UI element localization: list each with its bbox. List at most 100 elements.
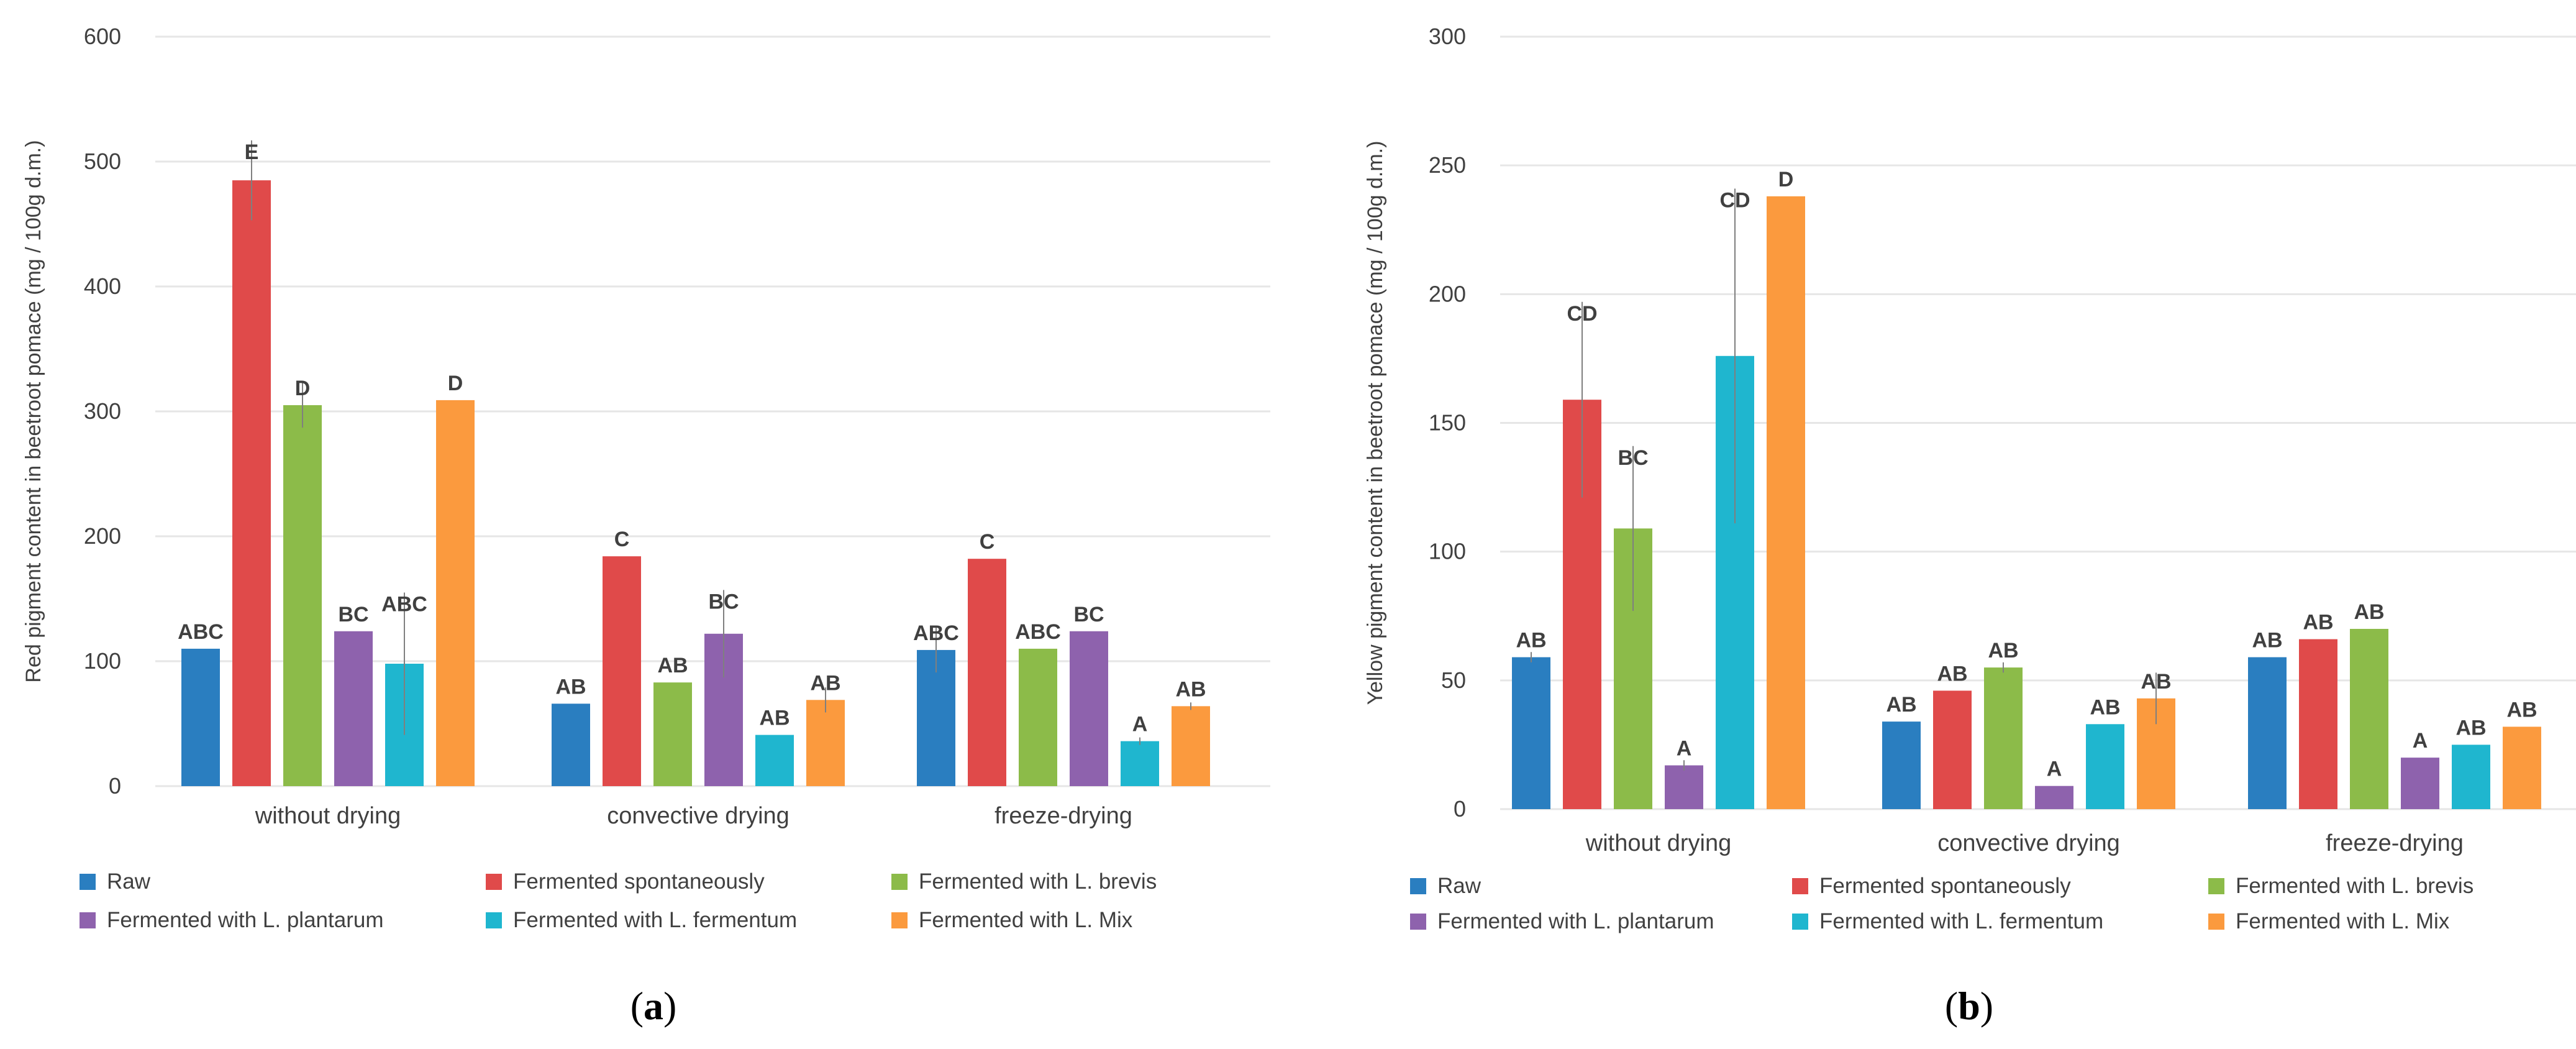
significance-letter: E [245, 140, 259, 164]
significance-letter: AB [555, 675, 586, 699]
legend-swatch [2208, 878, 2224, 894]
bar [2248, 657, 2287, 809]
category-label: convective drying [607, 803, 790, 829]
bar [1767, 196, 1805, 809]
bar [1121, 741, 1159, 786]
bar [552, 703, 590, 786]
significance-letter: AB [2141, 670, 2171, 694]
legend: Raw Fermented spontaneously Fermented with… [1410, 874, 2474, 933]
bar [436, 400, 475, 786]
significance-letter: C [980, 530, 995, 554]
significance-letter: D [1778, 168, 1794, 191]
bar [2086, 724, 2124, 809]
legend-label: Fermented spontaneously [513, 869, 765, 894]
y-tick-label: 400 [84, 273, 121, 299]
y-tick-label: 200 [84, 523, 121, 549]
bar [334, 631, 373, 786]
significance-letter: C [614, 528, 630, 551]
significance-letter: BC [708, 590, 739, 613]
legend-label: Fermented with L. plantarum [107, 908, 383, 932]
category-label: without drying [1585, 830, 1731, 856]
bar [2503, 726, 2541, 809]
legend-swatch [486, 912, 502, 928]
significance-letter: D [448, 372, 463, 395]
significance-letter: ABC [913, 621, 959, 645]
significance-letter: ABC [1015, 620, 1061, 644]
significance-letter: CD [1567, 302, 1597, 326]
significance-letter: A [2047, 758, 2062, 781]
bar [1984, 667, 2023, 809]
legend-label: Fermented with L. brevis [2236, 874, 2474, 898]
significance-letter: ABC [178, 620, 224, 644]
significance-letter: AB [2354, 600, 2384, 624]
y-tick-label: 100 [84, 648, 121, 674]
category-label: freeze-drying [2326, 830, 2464, 856]
bar [653, 682, 692, 786]
bar [181, 648, 220, 786]
y-tick-label: 100 [1429, 539, 1466, 564]
bar [755, 735, 794, 786]
y-tick-label: 300 [84, 398, 121, 424]
bar [1933, 690, 1972, 809]
significance-letter: A [2413, 729, 2428, 753]
chart-panel-b: 0 50 100 150 200 250 300 Yellow pigment content… [1363, 24, 2576, 1028]
significance-letter: AB [2506, 698, 2537, 721]
category-label: convective drying [1937, 830, 2120, 856]
bar [2401, 758, 2439, 809]
legend-swatch [1410, 914, 1426, 930]
legend-label: Raw [107, 869, 151, 894]
legend-label: Raw [1437, 874, 1481, 898]
legend-swatch [2208, 914, 2224, 930]
y-tick-label: 250 [1429, 152, 1466, 178]
significance-letter: A [1677, 737, 1692, 761]
bar [2299, 639, 2337, 809]
panel-label: (b) [1945, 984, 1993, 1028]
bar [2452, 744, 2490, 809]
significance-letter: ABC [381, 592, 427, 616]
bar [2035, 786, 2073, 809]
legend: Raw Fermented spontaneously Fermented with… [80, 869, 1157, 932]
bar [806, 700, 845, 786]
legend-swatch [1410, 878, 1426, 894]
bar [2350, 628, 2388, 809]
legend-label: Fermented spontaneously [1819, 874, 2071, 898]
bar [1019, 648, 1057, 786]
significance-letter: AB [1175, 677, 1206, 701]
y-tick-label: 50 [1441, 667, 1466, 693]
bar [603, 556, 641, 786]
legend-swatch [80, 874, 96, 890]
bar [232, 180, 271, 786]
category-label: without drying [255, 803, 401, 829]
panel-label: (a) [630, 984, 677, 1028]
significance-letter: AB [2090, 695, 2120, 719]
significance-letter: AB [657, 654, 688, 677]
bar [1512, 657, 1550, 809]
legend-label: Fermented with L. fermentum [1819, 909, 2103, 933]
bar [1665, 765, 1703, 809]
legend-swatch [1792, 914, 1808, 930]
y-tick-label: 300 [1429, 24, 1466, 49]
y-axis-title: Yellow pigment content in beetroot pomac… [1363, 141, 1387, 705]
significance-letter: AB [2252, 629, 2282, 653]
significance-letter: AB [1886, 693, 1916, 717]
significance-letter: AB [759, 707, 790, 730]
significance-letter: BC [1618, 446, 1648, 470]
bar [1882, 721, 1921, 809]
category-label: freeze-drying [994, 803, 1132, 829]
y-tick-label: 150 [1429, 410, 1466, 436]
significance-letter: BC [1073, 603, 1104, 626]
significance-letter: AB [1937, 662, 1967, 685]
significance-letter: AB [1988, 639, 2018, 662]
y-axis-title: Red pigment content in beetroot pomace (… [22, 140, 45, 682]
significance-letter: AB [1516, 629, 1546, 653]
significance-letter: CD [1719, 188, 1750, 212]
significance-letter: AB [2303, 611, 2333, 634]
significance-letter: A [1132, 713, 1148, 736]
legend-swatch [891, 874, 908, 890]
bar [1172, 706, 1210, 786]
significance-letter: AB [2455, 716, 2486, 740]
legend-label: Fermented with L. Mix [2236, 909, 2450, 933]
legend-swatch [486, 874, 502, 890]
legend-label: Fermented with L. plantarum [1437, 909, 1714, 933]
